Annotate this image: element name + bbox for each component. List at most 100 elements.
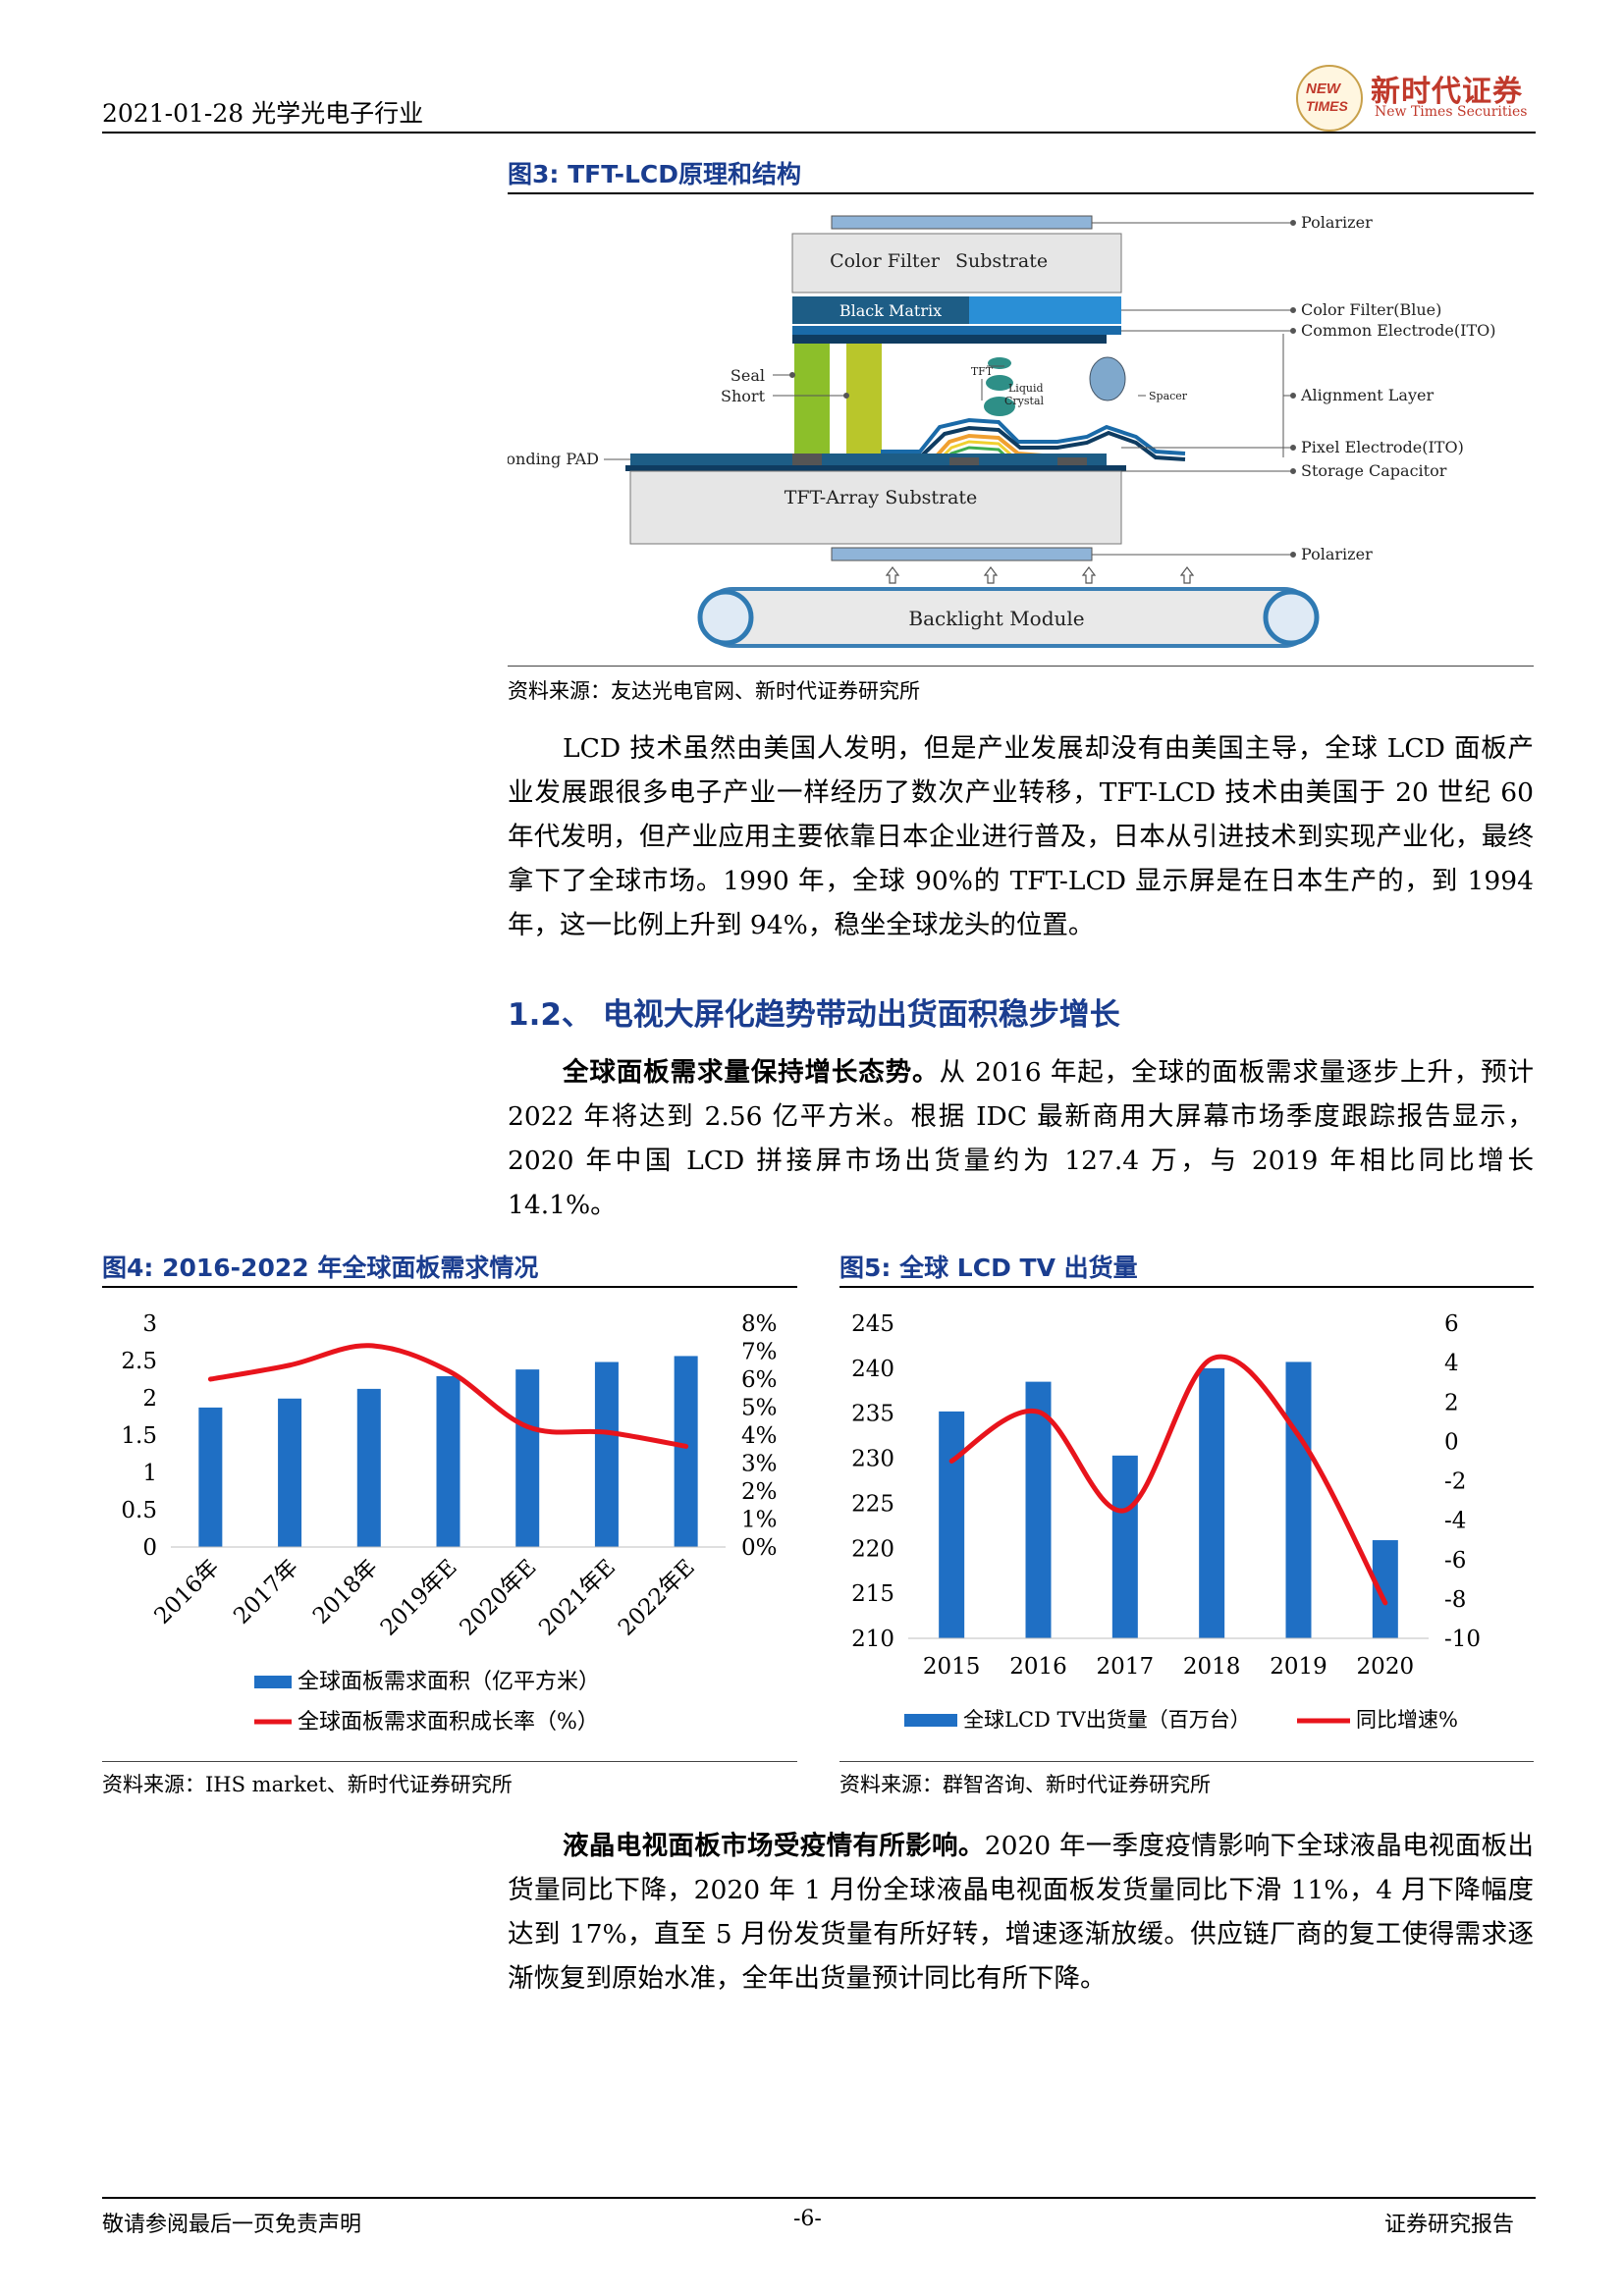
y-left-tick-label: 0 <box>142 1535 157 1561</box>
paragraph-tv-panel-impact: 液晶电视面板市场受疫情有所影响。2020 年一季度疫情影响下全球液晶电视面板出货… <box>508 1824 1534 2001</box>
y-right-tick-label: 1% <box>741 1508 778 1533</box>
y-right-tick-label: 0% <box>741 1535 778 1561</box>
legend-swatch-bar <box>254 1676 292 1688</box>
y-left-tick-label: 225 <box>851 1491 894 1517</box>
y-right-tick-label: 5% <box>741 1396 778 1421</box>
y-left-tick-label: 210 <box>851 1627 894 1652</box>
logo-emblem-icon: NEW TIMES <box>1296 65 1363 132</box>
label-bonding-pad: Bonding PAD <box>508 450 599 468</box>
x-tick-label: 2018年 <box>308 1555 383 1629</box>
y-left-tick-label: 230 <box>851 1447 894 1472</box>
label-spacer: Spacer <box>1149 390 1188 402</box>
label-backlight-module: Backlight Module <box>908 607 1084 630</box>
legend-label-bar: 全球LCD TV出货量（百万台） <box>963 1708 1251 1732</box>
y-right-tick-label: 2% <box>741 1479 778 1505</box>
label-black-matrix: Black Matrix <box>839 301 942 320</box>
bar-2015 <box>939 1411 965 1638</box>
y-right-tick-label: 2 <box>1444 1390 1459 1415</box>
figure5-title: 图5: 全球 LCD TV 出货量 <box>839 1254 1138 1282</box>
bar-2019年E <box>436 1375 460 1547</box>
paragraph-lcd-history-text: LCD 技术虽然由美国人发明，但是产业发展却没有由美国主导，全球 LCD 面板产… <box>508 733 1534 940</box>
figure3-title: 图3: TFT-LCD原理和结构 <box>508 160 802 188</box>
y-right-tick-label: 0 <box>1444 1429 1459 1455</box>
y-left-tick-label: 1 <box>142 1461 157 1486</box>
label-substrate: Substrate <box>955 250 1048 272</box>
legend-label-line: 全球面板需求面积成长率（%） <box>298 1710 599 1735</box>
x-tick-label: 2017 <box>1097 1654 1155 1680</box>
x-tick-label: 2020年E <box>456 1555 542 1641</box>
label-alignment-layer: Alignment Layer <box>1300 386 1434 404</box>
y-right-tick-label: -2 <box>1444 1469 1466 1495</box>
figure4-top-rule <box>102 1286 797 1288</box>
y-left-tick-label: 1.5 <box>121 1423 157 1449</box>
logo-chinese-name: 新时代证券 <box>1371 75 1523 109</box>
logo-english-name: New Times Securities <box>1375 104 1528 120</box>
figure4-source: 资料来源：IHS market、新时代证券研究所 <box>102 1773 513 1796</box>
line-series-growth <box>948 1354 1388 1606</box>
paragraph-panel-demand: 全球面板需求量保持增长态势。从 2016 年起，全球的面板需求量逐步上升，预计 … <box>508 1050 1534 1227</box>
label-liquid: Liquid <box>1008 382 1044 395</box>
tft-lcd-structure-diagram: Color Filter Substrate Black Matrix Seal… <box>508 213 1495 648</box>
logo-mark-bottom: TIMES <box>1306 98 1348 114</box>
y-right-tick-label: 4 <box>1444 1351 1459 1376</box>
bar-2022年E <box>674 1356 698 1547</box>
x-tick-label: 2019 <box>1270 1654 1327 1680</box>
line-series-growth <box>207 1343 689 1449</box>
y-right-tick-label: 6 <box>1444 1311 1459 1337</box>
y-left-tick-label: 215 <box>851 1581 894 1607</box>
x-tick-label: 2018 <box>1183 1654 1241 1680</box>
bar-2019 <box>1285 1362 1312 1638</box>
x-tick-label: 2015 <box>923 1654 981 1680</box>
bar-2018年 <box>356 1388 381 1547</box>
y-left-tick-label: 235 <box>851 1402 894 1427</box>
y-right-tick-label: 3% <box>741 1452 778 1477</box>
x-tick-label: 2016年 <box>150 1555 225 1629</box>
figure5-bottom-rule <box>839 1761 1534 1762</box>
label-seal: Seal <box>731 366 765 385</box>
y-right-tick-label: -10 <box>1444 1627 1481 1652</box>
bar-2017年 <box>278 1398 302 1547</box>
label-crystal: Crystal <box>1004 395 1045 407</box>
x-tick-label: 2021年E <box>534 1555 621 1641</box>
y-right-tick-label: 4% <box>741 1423 778 1449</box>
bar-2016年 <box>198 1407 223 1547</box>
legend-label-bar: 全球面板需求面积（亿平方米） <box>298 1670 600 1694</box>
bar-2020年E <box>515 1369 540 1547</box>
bar-2021年E <box>594 1362 619 1547</box>
figure3-source: 资料来源：友达光电官网、新时代证券研究所 <box>508 679 920 703</box>
header-rule <box>102 132 1536 133</box>
label-storage-capacitor: Storage Capacitor <box>1301 461 1447 480</box>
label-common-electrode: Common Electrode(ITO) <box>1301 321 1495 340</box>
legend-swatch-bar <box>904 1714 957 1727</box>
label-polarizer-bottom: Polarizer <box>1301 545 1373 563</box>
bar-2018 <box>1199 1367 1225 1638</box>
label-short: Short <box>721 387 766 405</box>
x-tick-label: 2020 <box>1357 1654 1415 1680</box>
y-right-tick-label: 7% <box>741 1340 778 1365</box>
figure5-source: 资料来源：群智咨询、新时代证券研究所 <box>839 1773 1211 1796</box>
y-left-tick-label: 220 <box>851 1536 894 1562</box>
paragraph-tv-panel-body: 2020 年一季度疫情影响下全球液晶电视面板出货量同比下降，2020 年 1 月… <box>508 1831 1535 1994</box>
x-tick-label: 2016 <box>1009 1654 1067 1680</box>
bar-2016 <box>1025 1381 1052 1638</box>
paragraph-tv-panel-lead: 液晶电视面板市场受疫情有所影响。 <box>563 1831 985 1861</box>
paragraph-lcd-history: LCD 技术虽然由美国人发明，但是产业发展却没有由美国主导，全球 LCD 面板产… <box>508 726 1534 947</box>
footer-page-number: -6- <box>793 2207 822 2231</box>
label-tft: TFT <box>971 365 994 378</box>
label-pixel-electrode: Pixel Electrode(ITO) <box>1301 438 1464 456</box>
y-left-tick-label: 2 <box>142 1386 157 1412</box>
figure4-bottom-rule <box>102 1761 797 1762</box>
y-right-tick-label: -8 <box>1444 1587 1466 1613</box>
x-tick-label: 2017年 <box>229 1555 303 1629</box>
figure3-bottom-rule <box>508 666 1534 667</box>
company-logo: NEW TIMES 新时代证券 New Times Securities <box>1296 65 1532 132</box>
section-heading-1-2: 1.2、 电视大屏化趋势带动出货面积稳步增长 <box>508 997 1120 1033</box>
header-date-industry: 2021-01-28 光学光电子行业 <box>102 99 424 128</box>
paragraph-panel-demand-lead: 全球面板需求量保持增长态势。 <box>563 1057 940 1088</box>
y-left-tick-label: 3 <box>142 1311 157 1337</box>
x-tick-label: 2022年E <box>614 1555 700 1641</box>
figure5-top-rule <box>839 1286 1534 1288</box>
paragraph-panel-demand-body: 从 2016 年起，全球的面板需求量逐步上升，预计 2022 年将达到 2.56… <box>508 1057 1534 1220</box>
label-tft-array-substrate: TFT-Array Substrate <box>785 487 978 508</box>
y-right-tick-label: 6% <box>741 1367 778 1393</box>
